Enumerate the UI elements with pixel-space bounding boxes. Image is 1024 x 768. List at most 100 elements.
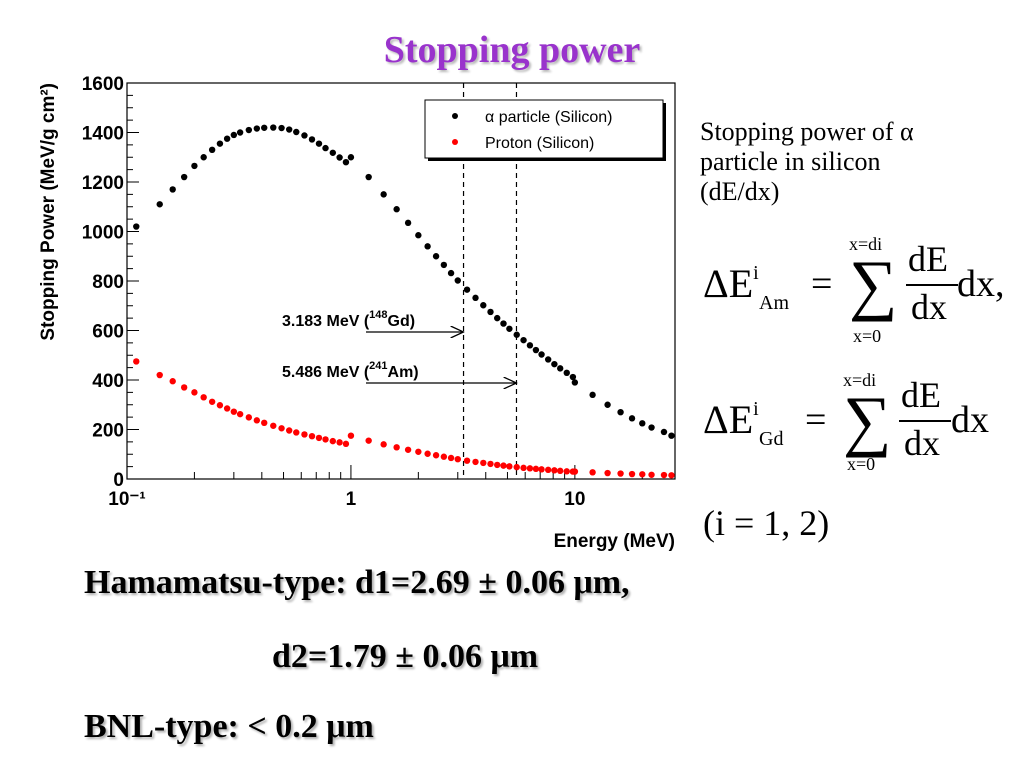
alpha-data-point xyxy=(551,360,558,368)
alpha-data-point xyxy=(520,336,527,344)
alpha-data-point xyxy=(169,186,176,193)
proton-data-point xyxy=(447,454,455,462)
proton-data-point xyxy=(415,448,422,455)
y-tick-label: 200 xyxy=(92,421,124,442)
slide-title: Stopping power xyxy=(383,29,641,71)
alpha-data-point xyxy=(617,408,624,416)
bnl-line: BNL-type: < 0.2 μm xyxy=(84,708,374,745)
proton-data-point xyxy=(393,444,400,451)
proton-data-point xyxy=(347,432,355,439)
proton-data-point xyxy=(500,462,507,469)
stopping-power-chart: 0 200 400 600 800 1000 1200 1400 1600 10⁻¹ 1 10 Ener… xyxy=(38,74,676,552)
proton-data-point xyxy=(440,453,448,460)
proton-data-point xyxy=(526,465,534,472)
proton-data-point xyxy=(133,358,140,365)
eq-am-numerator: dE xyxy=(908,239,948,279)
eq-gd-numerator: dE xyxy=(901,375,941,415)
proton-data-point xyxy=(191,389,198,396)
alpha-data-point xyxy=(245,126,253,134)
proton-data-point xyxy=(556,467,564,475)
proton-data-point xyxy=(604,469,611,477)
eq-gd-tail: dx xyxy=(951,399,989,441)
energy-annotation: 3.183 MeV (148Gd) xyxy=(282,309,415,330)
alpha-data-point xyxy=(544,356,552,363)
proton-data-point xyxy=(628,470,636,478)
proton-data-point xyxy=(336,439,343,446)
x-tick-label: 10⁻¹ xyxy=(108,489,146,510)
eq-gd-sub: Gd xyxy=(759,428,784,450)
proton-data-point xyxy=(551,467,558,474)
alpha-data-point xyxy=(463,286,471,293)
proton-data-point xyxy=(424,450,431,457)
proton-data-point xyxy=(208,398,216,405)
y-tick-label: 1200 xyxy=(82,173,124,194)
alpha-data-point xyxy=(628,415,636,422)
proton-data-point xyxy=(668,472,675,479)
alpha-data-point xyxy=(342,159,350,166)
legend-marker xyxy=(452,113,458,119)
proton-data-point xyxy=(648,471,655,478)
proton-data-point xyxy=(520,464,527,472)
proton-data-point xyxy=(270,422,277,429)
eq-gd-equals: = xyxy=(805,399,827,441)
alpha-data-point xyxy=(415,232,422,239)
alpha-data-point xyxy=(432,253,440,260)
proton-data-point xyxy=(253,417,261,424)
alpha-data-point xyxy=(180,173,188,181)
legend-marker xyxy=(452,139,458,145)
description-text: Stopping power of α particle in silicon … xyxy=(700,117,1020,207)
proton-data-point xyxy=(329,437,337,445)
eq-am-delta: ΔE xyxy=(703,261,754,306)
alpha-data-point xyxy=(604,401,611,408)
proton-data-point xyxy=(308,432,316,440)
index-range: (i = 1, 2) xyxy=(703,503,830,543)
proton-data-point xyxy=(223,405,231,412)
y-axis-title: Stopping Power (MeV/g cm²) xyxy=(38,83,59,341)
alpha-data-point xyxy=(223,135,231,142)
proton-data-point xyxy=(563,468,570,475)
alpha-data-point xyxy=(639,420,646,427)
proton-data-point xyxy=(285,427,293,434)
proton-data-point xyxy=(156,371,163,379)
proton-data-point xyxy=(169,378,176,385)
energy-annotation: 5.486 MeV (241Am) xyxy=(282,360,419,381)
eq-gd-sup: i xyxy=(753,397,759,420)
proton-data-point xyxy=(506,463,513,470)
description-line-2: particle in silicon xyxy=(700,147,881,176)
alpha-data-point xyxy=(293,128,300,136)
y-tick-label: 0 xyxy=(113,470,124,491)
proton-data-point xyxy=(180,384,188,391)
alpha-data-point xyxy=(308,136,316,143)
alpha-data-point xyxy=(571,379,579,386)
eq-am-upper: x=di xyxy=(849,234,883,254)
x-tick-label: 10 xyxy=(564,489,585,510)
alpha-data-point xyxy=(347,154,355,161)
description-line-1: Stopping power of α xyxy=(700,117,914,146)
hamamatsu-line-1: Hamamatsu-type: d1=2.69 ± 0.06 μm, xyxy=(84,564,630,601)
proton-data-point xyxy=(494,461,501,469)
proton-data-point xyxy=(380,441,387,448)
alpha-data-point xyxy=(133,223,140,230)
x-axis-title: Energy (MeV) xyxy=(554,531,675,552)
alpha-data-point xyxy=(278,124,285,132)
alpha-data-point xyxy=(285,126,293,133)
alpha-data-point xyxy=(393,206,400,213)
proton-data-point xyxy=(660,471,668,479)
proton-data-point xyxy=(301,431,308,438)
proton-data-point xyxy=(617,470,624,477)
alpha-data-point xyxy=(301,132,308,139)
eq-gd-upper: x=di xyxy=(843,370,877,390)
x-tick-label: 1 xyxy=(346,489,357,510)
alpha-data-point xyxy=(315,140,323,147)
description-line-3: (dE/dx) xyxy=(700,177,780,206)
legend-box xyxy=(424,99,664,159)
eq-gd-fraction-bar xyxy=(899,420,951,422)
proton-data-point xyxy=(293,429,300,436)
alpha-data-point xyxy=(200,154,207,161)
y-tick-label: 1000 xyxy=(82,223,124,244)
alpha-data-point xyxy=(563,369,570,377)
alpha-data-point xyxy=(500,320,507,327)
alpha-data-point xyxy=(440,261,448,269)
proton-data-point xyxy=(230,408,238,415)
proton-data-point xyxy=(513,463,520,471)
